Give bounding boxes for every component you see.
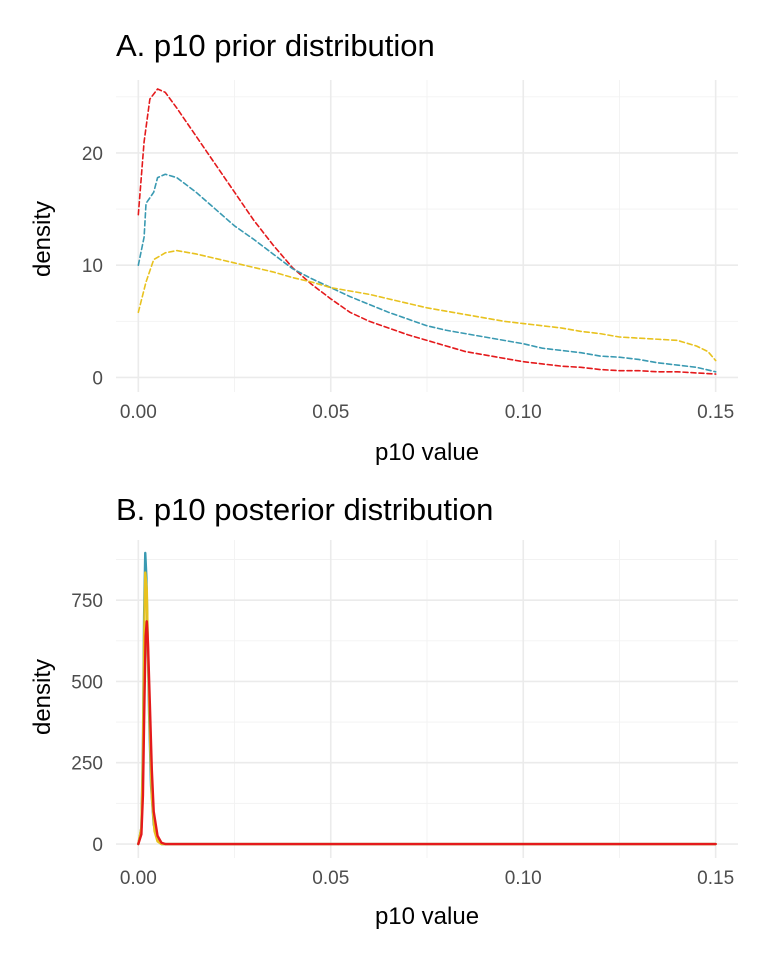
panel-a-x-tick-label: 0.15	[697, 402, 734, 423]
panel-a-grid	[116, 80, 738, 392]
panel-b-x-tick-label: 0.00	[120, 868, 157, 889]
panel-a-y-axis-title: density	[29, 201, 56, 277]
panel-a-x-tick-label: 0.10	[505, 402, 542, 423]
panel-b-series-line-3	[137, 620, 717, 846]
panel-b-grid	[116, 540, 738, 858]
panel-b: B. p10 posterior distribution 0.00 0.05 0.…	[29, 492, 738, 930]
panel-b-y-tick-label: 0	[92, 835, 103, 856]
panel-b-x-tick-label: 0.05	[312, 868, 349, 889]
panel-a-x-axis-title: p10 value	[375, 439, 479, 466]
panel-a-tick-labels: 0.00 0.05 0.10 0.15 0 10 20	[82, 144, 734, 423]
panel-b-series	[137, 551, 717, 846]
panel-a-y-tick-label: 0	[92, 368, 103, 389]
panel-b-tick-labels: 0.00 0.05 0.10 0.15 0 250 500 750	[71, 591, 734, 889]
panel-b-y-tick-label: 500	[71, 672, 103, 693]
panel-a: A. p10 prior distribution 0.00 0.05 0.10 0.…	[29, 28, 738, 466]
panel-a-x-tick-label: 0.05	[312, 402, 349, 423]
panel-b-x-tick-label: 0.10	[505, 868, 542, 889]
panel-a-y-tick-label: 10	[82, 256, 103, 277]
panel-a-x-tick-label: 0.00	[120, 402, 157, 423]
panel-b-y-tick-label: 250	[71, 754, 103, 775]
panel-a-series-line-2	[137, 173, 717, 373]
panel-b-y-tick-label: 750	[71, 591, 103, 612]
panel-b-title: B. p10 posterior distribution	[116, 492, 493, 527]
panel-a-y-tick-label: 20	[82, 144, 103, 165]
panel-b-x-tick-label: 0.15	[697, 868, 734, 889]
panel-a-title: A. p10 prior distribution	[116, 28, 435, 63]
panel-b-y-axis-title: density	[29, 659, 56, 735]
panel-b-x-axis-title: p10 value	[375, 903, 479, 930]
panel-a-series-line-3	[137, 249, 717, 362]
panel-a-series	[137, 88, 717, 375]
